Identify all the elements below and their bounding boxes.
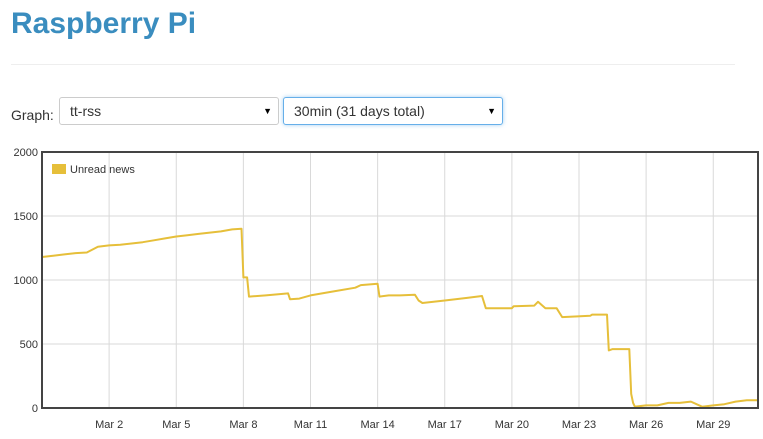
- chart-container: 0 500 1000 1500 2000 Mar 2 Mar 5 Mar 8 Mar 11 Mar…: [0, 140, 763, 434]
- x-tick-label: Mar 26: [629, 419, 663, 431]
- x-tick-label: Mar 14: [361, 419, 395, 431]
- x-tick-label: Mar 23: [562, 419, 596, 431]
- graph-label: Graph:: [11, 107, 54, 123]
- caret-down-icon: ▼: [487, 106, 496, 116]
- chart-legend: Unread news: [52, 164, 135, 176]
- graph-select[interactable]: tt-rss ▼: [59, 97, 279, 125]
- y-tick-label: 1500: [14, 211, 38, 223]
- y-tick-label: 1000: [14, 275, 38, 287]
- graph-select-value: tt-rss: [70, 103, 102, 119]
- y-tick-label: 500: [20, 339, 38, 351]
- x-tick-label: Mar 17: [428, 419, 462, 431]
- caret-down-icon: ▼: [263, 106, 272, 116]
- time-range-select-value: 30min (31 days total): [294, 103, 425, 119]
- header-divider: [11, 64, 735, 65]
- y-tick-label: 2000: [14, 147, 38, 159]
- time-range-select[interactable]: 30min (31 days total) ▼: [283, 97, 503, 125]
- tick-layer: 0 500 1000 1500 2000 Mar 2 Mar 5 Mar 8 Mar 11 Mar…: [14, 147, 731, 431]
- line-chart: 0 500 1000 1500 2000 Mar 2 Mar 5 Mar 8 Mar 11 Mar…: [14, 147, 759, 431]
- grid-layer: [42, 151, 758, 409]
- legend-label: Unread news: [70, 164, 135, 176]
- series-line-unread-news: [41, 227, 758, 408]
- x-tick-label: Mar 2: [95, 419, 123, 431]
- y-tick-label: 0: [32, 403, 38, 415]
- legend-swatch: [52, 164, 66, 174]
- series-layer: [41, 227, 758, 408]
- x-tick-label: Mar 8: [229, 419, 257, 431]
- page-title: Raspberry Pi: [11, 7, 197, 40]
- x-tick-label: Mar 11: [294, 419, 327, 431]
- plot-frame: [41, 151, 759, 409]
- x-tick-label: Mar 5: [162, 419, 190, 431]
- x-tick-label: Mar 20: [495, 419, 529, 431]
- x-tick-label: Mar 29: [696, 419, 730, 431]
